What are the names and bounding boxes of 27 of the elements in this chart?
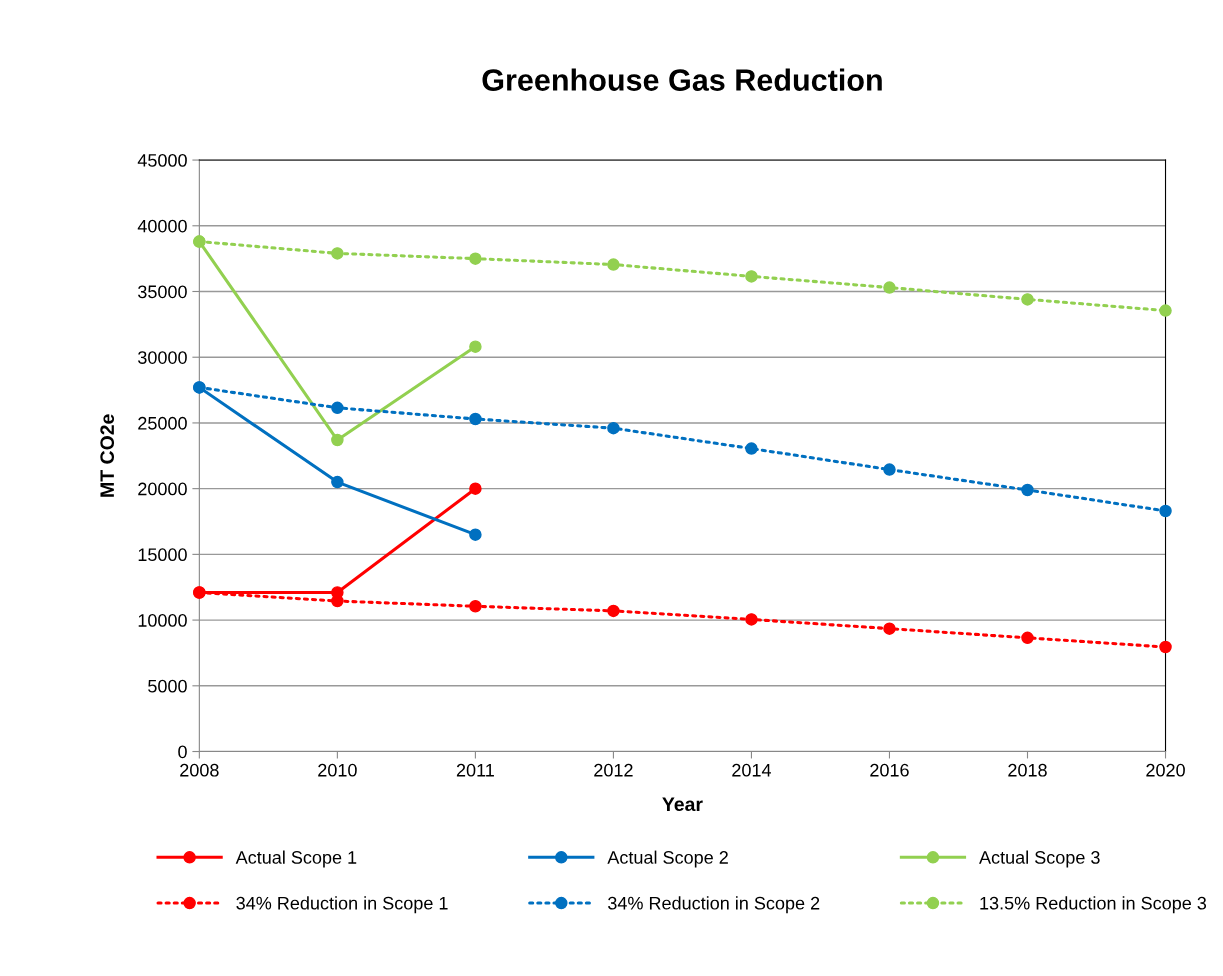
x-tick-label: 2014 — [732, 763, 771, 777]
legend-label: 34% Reduction in Scope 1 — [236, 896, 448, 914]
legend-label: 13.5% Reduction in Scope 3 — [980, 896, 1207, 914]
chart-title: Greenhouse Gas Reduction — [482, 68, 882, 91]
y-tick-label: 20000 — [138, 482, 187, 496]
legend-label: Actual Scope 1 — [235, 850, 357, 868]
x-tick-label: 2011 — [456, 763, 494, 777]
y-tick-label: 10000 — [138, 614, 187, 627]
y-tick-label: 0 — [178, 745, 187, 759]
y-tick-label: 5000 — [148, 679, 187, 693]
legend-label: 34% Reduction in Scope 2 — [608, 896, 820, 914]
x-tick-label: 2010 — [318, 763, 357, 777]
x-tick-label: 2020 — [1146, 763, 1185, 777]
y-tick-label: 30000 — [138, 351, 187, 364]
y-axis-title: MT CO2e — [100, 414, 115, 497]
y-tick-label: 35000 — [138, 285, 187, 299]
x-axis-title: Year — [662, 797, 703, 812]
y-tick-label: 15000 — [138, 548, 187, 562]
y-tick-label: 40000 — [137, 219, 187, 233]
legend-label: Actual Scope 2 — [607, 850, 728, 868]
x-tick-label: 2012 — [594, 763, 633, 777]
y-tick-label: 45000 — [137, 154, 187, 167]
x-tick-label: 2018 — [1008, 763, 1047, 777]
x-tick-label: 2008 — [180, 763, 219, 777]
x-tick-label: 2016 — [870, 763, 909, 777]
y-tick-label: 25000 — [138, 416, 187, 430]
legend-label: Actual Scope 3 — [979, 850, 1100, 868]
